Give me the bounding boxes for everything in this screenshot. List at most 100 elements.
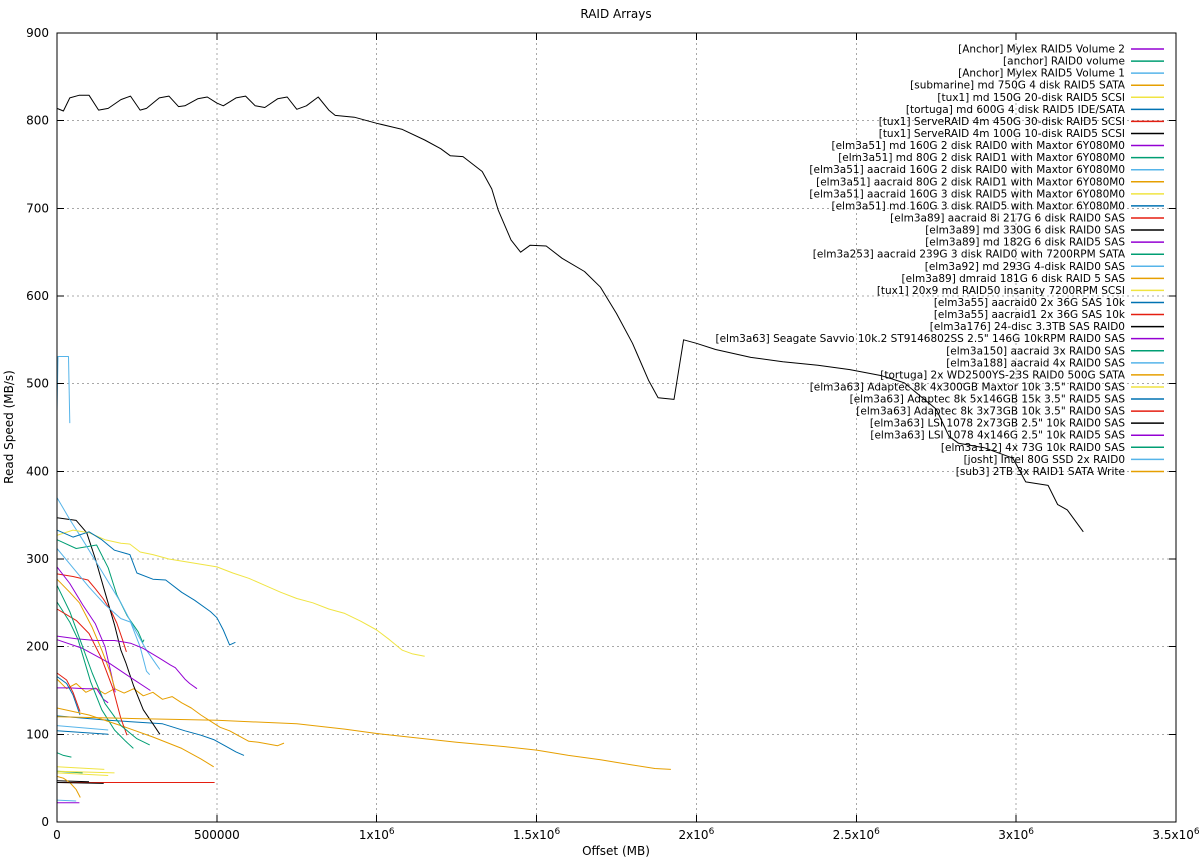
legend-item: [elm3a150] aacraid 3x RAID0 SAS — [946, 345, 1164, 357]
legend-label: [sub3] 2TB 3x RAID1 SATA Write — [956, 466, 1125, 478]
series-line-9 — [57, 687, 109, 704]
y-tick-label: 300 — [26, 552, 49, 566]
legend-label: [elm3a112] 4x 73G 10k RAID0 SAS — [941, 442, 1125, 454]
legend-label: [elm3a51] md 160G 3 disk RAID5 with Maxt… — [832, 200, 1126, 212]
legend-item: [elm3a63] Seagate Savvio 10k.2 ST9146802… — [715, 333, 1164, 345]
series-line-22 — [56, 676, 81, 716]
legend-label: [elm3a63] Adaptec 8k 5x146GB 15k 3.5" RA… — [850, 394, 1126, 406]
legend-item: [elm3a51] md 80G 2 disk RAID1 with Maxto… — [838, 152, 1164, 164]
legend-item: [tortuga] md 600G 4 disk RAID5 IDE/SATA — [906, 104, 1164, 116]
series-line-18 — [56, 601, 134, 749]
legend-label: [elm3a89] aacraid 8i 217G 6 disk RAID0 S… — [890, 212, 1125, 224]
legend-label: [elm3a63] Adaptec 8k 4x300GB Maxtor 10k … — [810, 381, 1126, 393]
legend-item: [elm3a188] aacraid 4x RAID0 SAS — [946, 357, 1164, 369]
legend-item: [elm3a51] md 160G 3 disk RAID5 with Maxt… — [832, 200, 1164, 212]
y-tick-label: 900 — [26, 26, 49, 40]
legend-label: [elm3a89] md 330G 6 disk RAID0 SAS — [925, 225, 1125, 237]
legend-label: [elm3a55] aacraid0 2x 36G SAS 10k — [934, 297, 1126, 309]
legend-item: [elm3a55] aacraid1 2x 36G SAS 10k — [934, 309, 1164, 321]
legend-label: [tortuga] 2x WD2500YS-23S RAID0 500G SAT… — [880, 369, 1126, 381]
chart-title: RAID Arrays — [580, 7, 651, 21]
legend-label: [elm3a63] LSI 1078 2x73GB 2.5" 10k RAID0… — [870, 418, 1125, 430]
legend-item: [elm3a51] aacraid 160G 3 disk RAID5 with… — [809, 188, 1164, 200]
y-axis-label: Read Speed (MB/s) — [2, 370, 16, 484]
y-tick-label: 600 — [26, 289, 49, 303]
legend-item: [elm3a89] md 330G 6 disk RAID0 SAS — [925, 225, 1164, 237]
legend-label: [elm3a51] md 80G 2 disk RAID1 with Maxto… — [838, 152, 1125, 164]
legend-label: [tux1] ServeRAID 4m 100G 10-disk RAID5 S… — [879, 128, 1125, 140]
series-line-25 — [56, 639, 151, 691]
legend-item: [tortuga] 2x WD2500YS-23S RAID0 500G SAT… — [880, 369, 1164, 381]
series-line-24 — [56, 94, 1084, 533]
series-line-23 — [56, 672, 81, 712]
legend: [Anchor] Mylex RAID5 Volume 2[anchor] RA… — [715, 44, 1164, 478]
legend-item: [anchor] RAID0 volume — [1003, 56, 1164, 68]
series-line-3 — [56, 799, 77, 802]
legend-label: [tux1] md 150G 20-disk RAID5 SCSI — [937, 92, 1125, 104]
series-line-15 — [56, 573, 127, 653]
x-tick-label: 0 — [53, 828, 61, 842]
y-tick-label: 800 — [26, 114, 49, 128]
x-tick-label: 3x106 — [998, 827, 1034, 842]
series-line-12 — [56, 775, 81, 798]
legend-item: [Anchor] Mylex RAID5 Volume 2 — [958, 44, 1164, 56]
legend-item: [elm3a55] aacraid0 2x 36G SAS 10k — [934, 297, 1164, 309]
legend-item: [tux1] ServeRAID 4m 100G 10-disk RAID5 S… — [879, 128, 1164, 140]
tick-labels: 0 500000 1x106 1.5x106 2x106 2.5x106 3x106 3.5x… — [26, 26, 1200, 842]
legend-label: [submarine] md 750G 4 disk RAID5 SATA — [910, 80, 1126, 92]
series-line-2 — [56, 752, 72, 758]
legend-label: [tux1] 20x9 md RAID50 insanity 7200RPM S… — [877, 285, 1125, 297]
legend-item: [Anchor] Mylex RAID5 Volume 1 — [958, 68, 1164, 80]
series-line-4 — [56, 678, 285, 747]
legend-item: [elm3a89] aacraid 8i 217G 6 disk RAID0 S… — [890, 212, 1164, 224]
series-line-27 — [56, 497, 161, 670]
x-tick-label: 3.5x106 — [1152, 827, 1199, 842]
gridlines — [57, 33, 1176, 822]
legend-item: [tux1] 20x9 md RAID50 insanity 7200RPM S… — [877, 285, 1164, 297]
x-tick-label: 2.5x106 — [833, 827, 880, 842]
legend-item: [tux1] ServeRAID 4m 450G 30-disk RAID5 S… — [879, 116, 1164, 128]
legend-item: [elm3a89] md 182G 6 disk RAID5 SAS — [925, 237, 1164, 249]
series-line-21 — [56, 770, 115, 774]
series-line-30 — [56, 529, 236, 646]
series-line-14 — [56, 730, 109, 735]
legend-label: [elm3a253] aacraid 239G 3 disk RAID0 wit… — [813, 249, 1126, 261]
legend-item: [elm3a112] 4x 73G 10k RAID0 SAS — [941, 442, 1164, 454]
y-tick-label: 500 — [26, 377, 49, 391]
y-tick-label: 200 — [26, 640, 49, 654]
legend-item: [elm3a63] Adaptec 8k 3x73GB 10k 3.5" RAI… — [856, 406, 1164, 418]
x-tick-label: 2x106 — [679, 827, 715, 842]
y-tick-label: 400 — [26, 464, 49, 478]
legend-item: [tux1] md 150G 20-disk RAID5 SCSI — [937, 92, 1164, 104]
legend-label: [elm3a176] 24-disc 3.3TB SAS RAID0 — [930, 321, 1125, 333]
legend-label: [elm3a89] dmraid 181G 6 disk RAID 5 SAS — [902, 273, 1126, 285]
series-line-32 — [56, 782, 104, 784]
legend-item: [elm3a63] Adaptec 8k 5x146GB 15k 3.5" RA… — [850, 394, 1164, 406]
legend-label: [elm3a55] aacraid1 2x 36G SAS 10k — [934, 309, 1126, 321]
series-line-29 — [56, 529, 425, 657]
legend-label: [tux1] ServeRAID 4m 450G 30-disk RAID5 S… — [879, 116, 1125, 128]
series-line-20 — [56, 578, 116, 689]
legend-item: [elm3a63] LSI 1078 4x146G 2.5" 10k RAID5… — [870, 430, 1164, 442]
series-line-26 — [56, 539, 145, 643]
legend-item: [elm3a63] LSI 1078 2x73GB 2.5" 10k RAID0… — [870, 418, 1164, 430]
legend-label: [elm3a63] LSI 1078 4x146G 2.5" 10k RAID5… — [870, 430, 1125, 442]
series-line-17 — [56, 566, 116, 693]
legend-item: [elm3a176] 24-disc 3.3TB SAS RAID0 — [930, 321, 1164, 333]
series-line-13 — [56, 772, 109, 776]
legend-label: [Anchor] Mylex RAID5 Volume 2 — [958, 44, 1125, 56]
legend-label: [elm3a63] Adaptec 8k 3x73GB 10k 3.5" RAI… — [856, 406, 1125, 418]
legend-label: [elm3a51] aacraid 160G 3 disk RAID5 with… — [809, 188, 1125, 200]
x-axis-label: Offset (MB) — [582, 844, 650, 858]
legend-item: [elm3a63] Adaptec 8k 4x300GB Maxtor 10k … — [810, 381, 1164, 393]
x-tick-label: 500000 — [194, 828, 240, 842]
legend-label: [Anchor] Mylex RAID5 Volume 1 — [958, 68, 1125, 80]
legend-item: [sub3] 2TB 3x RAID1 SATA Write — [956, 466, 1164, 478]
legend-label: [elm3a51] aacraid 160G 2 disk RAID0 with… — [809, 164, 1125, 176]
x-tick-label: 1.5x106 — [513, 827, 560, 842]
plot-border — [56, 32, 1177, 823]
series-line-5 — [56, 766, 105, 770]
legend-item: [elm3a92] md 293G 4-disk RAID0 SAS — [925, 261, 1164, 273]
